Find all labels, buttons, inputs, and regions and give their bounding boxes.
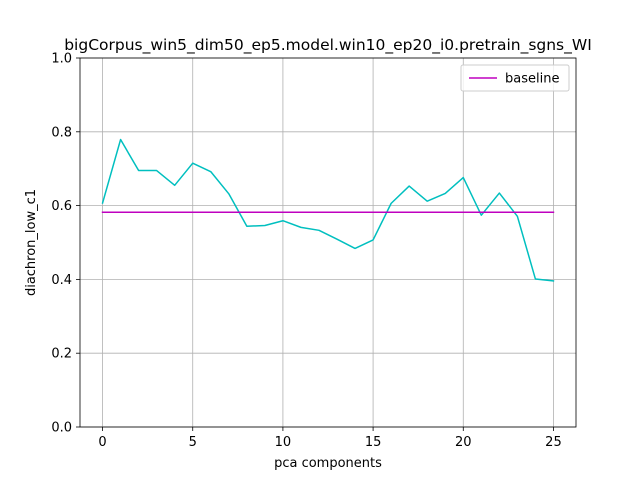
data-point	[534, 278, 537, 281]
data-point	[462, 176, 465, 179]
data-point	[281, 219, 284, 222]
x-axis-label: pca components	[274, 456, 382, 471]
data-point	[137, 169, 140, 172]
data-point	[101, 202, 104, 205]
chart-title: bigCorpus_win5_dim50_ep5.model.win10_ep2…	[64, 36, 592, 55]
data-point	[209, 170, 212, 173]
legend-box	[460, 64, 570, 92]
data-point	[552, 279, 555, 282]
data-point	[173, 184, 176, 187]
y-tick-label: 0.0	[51, 421, 72, 436]
data-point	[444, 192, 447, 195]
data-point	[155, 169, 158, 172]
x-tick-label: 10	[275, 435, 292, 450]
data-point	[354, 247, 357, 250]
series-line-main	[101, 138, 555, 282]
x-tick-label: 0	[98, 435, 106, 450]
y-tick-label: 0.8	[51, 125, 72, 140]
data-point	[245, 225, 248, 228]
data-point	[498, 192, 501, 195]
data-point	[191, 162, 194, 165]
data-point	[426, 200, 429, 203]
ticks: 0 5 10 15 20 25 0.0 0.2 0.4 0.6 0.8 1.0	[51, 52, 561, 451]
data-point	[480, 214, 483, 217]
legend: baseline	[460, 64, 570, 92]
data-point	[227, 192, 230, 195]
y-tick-label: 0.6	[51, 199, 72, 214]
x-tick-label: 15	[365, 435, 382, 450]
data-point	[299, 226, 302, 229]
legend-label-baseline: baseline	[505, 72, 559, 87]
y-tick-label: 0.4	[51, 273, 72, 288]
y-tick-label: 0.2	[51, 347, 72, 362]
data-point	[119, 138, 122, 141]
data-point	[263, 224, 266, 227]
x-tick-label: 5	[189, 435, 197, 450]
x-tick-label: 20	[455, 435, 472, 450]
data-point	[317, 229, 320, 232]
series-layer	[101, 138, 555, 282]
data-point	[372, 238, 375, 241]
grid	[80, 57, 576, 428]
data-point	[390, 202, 393, 205]
y-tick-label: 1.0	[51, 52, 72, 67]
plot-frame	[79, 57, 577, 428]
data-point	[516, 215, 519, 218]
data-point	[408, 185, 411, 188]
data-point	[336, 238, 339, 241]
y-axis-label: diachron_low_c1	[24, 189, 39, 296]
x-tick-label: 25	[545, 435, 562, 450]
